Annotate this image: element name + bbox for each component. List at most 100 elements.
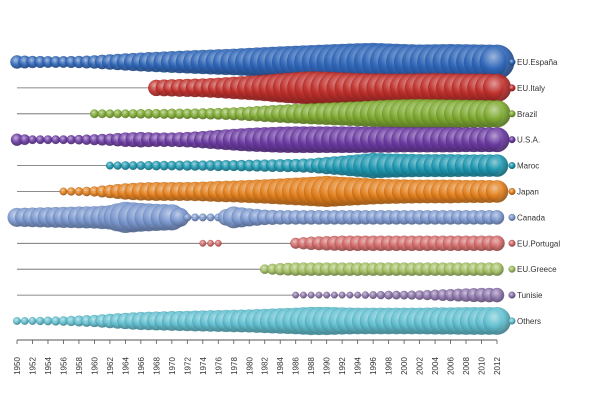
bubble-u-s-a-2012 xyxy=(484,127,510,153)
bubble-others-1953 xyxy=(36,316,45,326)
legend-label-brazil: Brazil xyxy=(517,110,537,119)
bubble-eu-italy-2012 xyxy=(482,73,512,103)
bubble-brazil-2012 xyxy=(483,100,511,128)
bubble-tunisie-1993 xyxy=(346,291,354,299)
x-tick-label-1996: 1996 xyxy=(369,357,378,375)
series-eu-espa-a xyxy=(10,42,515,82)
bubble-tunisie-1997 xyxy=(376,290,386,300)
x-tick-label-1994: 1994 xyxy=(354,357,363,375)
legend-label-eu-portugal: EU.Portugal xyxy=(517,239,560,248)
legend-label-u-s-a: U.S.A. xyxy=(517,136,540,145)
bubble-eu-portugal-1976 xyxy=(214,239,222,247)
x-tick-label-2000: 2000 xyxy=(400,357,409,375)
bubble-canada-1975 xyxy=(206,213,215,222)
legend-marker-maroc xyxy=(508,162,516,170)
bubble-tunisie-1998 xyxy=(384,290,394,300)
legend-marker-eu-portugal xyxy=(508,239,516,247)
x-tick-label-1984: 1984 xyxy=(276,357,285,375)
legend-label-maroc: Maroc xyxy=(517,162,539,171)
x-tick-label-1980: 1980 xyxy=(245,357,254,375)
legend-label-eu-italy: EU.Italy xyxy=(517,84,545,93)
series-canada xyxy=(7,201,505,233)
x-tick-label-1954: 1954 xyxy=(44,357,53,375)
bubble-canada-1972 xyxy=(183,213,192,222)
series-others xyxy=(13,306,511,336)
legend: EU.España EU.Italy Brazil U.S.A. Maroc Japan C… xyxy=(508,58,560,326)
x-tick-label-1960: 1960 xyxy=(90,357,99,375)
bubble-maroc-1963 xyxy=(113,161,122,170)
legend-label-japan: Japan xyxy=(517,188,539,197)
x-tick-label-1974: 1974 xyxy=(199,357,208,375)
legend-label-others: Others xyxy=(517,317,541,326)
bubble-maroc-2012 xyxy=(485,154,509,177)
legend-marker-canada xyxy=(508,213,516,221)
x-tick-label-2010: 2010 xyxy=(478,357,487,375)
series-eu-greece xyxy=(259,262,504,276)
x-tick-label-2004: 2004 xyxy=(431,357,440,375)
x-tick-label-1998: 1998 xyxy=(385,357,394,375)
x-tick-label-2006: 2006 xyxy=(447,357,456,375)
x-tick-label-1964: 1964 xyxy=(121,357,130,375)
bubble-u-s-a-1953 xyxy=(35,135,45,145)
legend-marker-eu-espa-a xyxy=(508,58,516,66)
bubble-others-1952 xyxy=(28,317,37,325)
x-tick-label-1986: 1986 xyxy=(292,357,301,375)
legend-label-canada: Canada xyxy=(517,213,546,222)
bubbles-layer xyxy=(7,42,515,336)
bubble-maroc-1964 xyxy=(120,161,130,171)
legend-marker-others xyxy=(508,317,516,325)
x-tick-label-1988: 1988 xyxy=(307,357,316,375)
bubble-others-1954 xyxy=(43,316,53,326)
bubble-tunisie-1989 xyxy=(315,291,323,299)
bubble-tunisie-1987 xyxy=(300,291,307,299)
x-tick-label-1990: 1990 xyxy=(323,357,332,375)
bubble-canada-1974 xyxy=(198,213,207,222)
bubble-canada-2012 xyxy=(489,210,505,225)
legend-marker-japan xyxy=(508,187,516,195)
x-tick-label-1982: 1982 xyxy=(261,357,270,375)
bubble-brazil-1960 xyxy=(90,109,99,119)
bubble-others-1951 xyxy=(20,317,29,325)
bubble-maroc-1966 xyxy=(136,161,146,171)
x-tick-label-1972: 1972 xyxy=(183,357,192,375)
bubble-japan-1956 xyxy=(59,187,68,196)
bubble-tunisie-1991 xyxy=(330,291,338,299)
bubble-japan-2012 xyxy=(485,180,509,203)
bubble-japan-1957 xyxy=(67,187,76,196)
bubble-eu-portugal-2012 xyxy=(489,235,505,252)
x-tick-label-2008: 2008 xyxy=(462,357,471,375)
bubble-eu-portugal-1975 xyxy=(207,239,214,247)
x-tick-label-1952: 1952 xyxy=(28,357,37,375)
bubble-brazil-1963 xyxy=(113,109,123,119)
bubble-brazil-1961 xyxy=(97,109,107,119)
x-tick-label-1950: 1950 xyxy=(13,357,22,375)
bubble-maroc-1965 xyxy=(128,161,138,171)
bubble-brazil-1962 xyxy=(105,109,115,119)
series-maroc xyxy=(105,152,509,179)
bubble-maroc-1962 xyxy=(105,161,114,170)
series-eu-portugal xyxy=(199,235,505,252)
bubble-tunisie-1994 xyxy=(354,291,362,299)
bubble-tunisie-2000 xyxy=(399,290,409,300)
bubble-brazil-1964 xyxy=(120,109,130,119)
bubble-tunisie-1992 xyxy=(338,291,346,299)
x-tick-label-1978: 1978 xyxy=(230,357,239,375)
x-tick-label-2002: 2002 xyxy=(416,357,425,375)
legend-label-tunisie: Tunisie xyxy=(517,291,543,300)
legend-marker-brazil xyxy=(508,110,516,118)
legend-label-eu-espa-a: EU.España xyxy=(517,58,558,67)
series-eu-italy xyxy=(148,71,512,105)
bubble-u-s-a-1956 xyxy=(59,135,68,145)
x-tick-label-1992: 1992 xyxy=(338,357,347,375)
x-tick-label-1970: 1970 xyxy=(168,357,177,375)
bubble-tunisie-1995 xyxy=(361,291,370,299)
bubble-others-1950 xyxy=(13,317,21,325)
series-tunisie xyxy=(292,287,505,303)
bubble-tunisie-1990 xyxy=(323,291,331,299)
x-tick-label-1968: 1968 xyxy=(152,357,161,375)
bubble-eu-portugal-1974 xyxy=(199,239,207,247)
bubble-canada-1973 xyxy=(191,213,200,222)
legend-marker-tunisie xyxy=(508,291,516,299)
legend-marker-u-s-a xyxy=(508,136,516,144)
